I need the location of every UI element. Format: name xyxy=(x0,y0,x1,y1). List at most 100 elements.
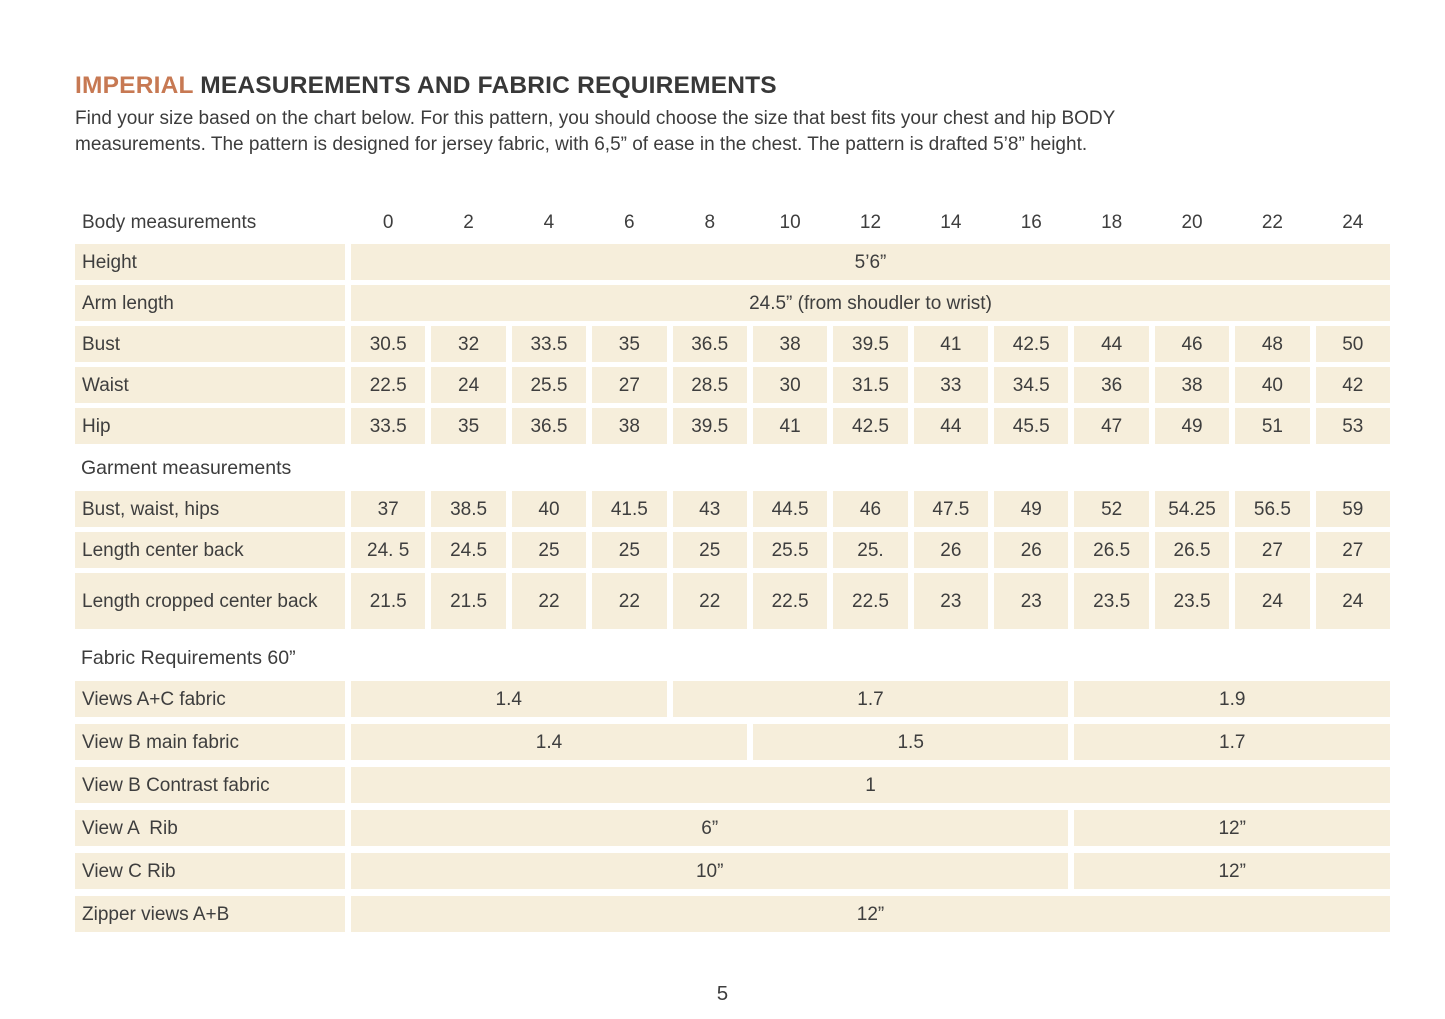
merged-value-cell: 1.5 xyxy=(752,724,1069,760)
size-column-header: 18 xyxy=(1101,211,1123,233)
row-label: Waist xyxy=(75,367,345,403)
table-row: Length cropped center back 21.5 21.5 22 22 22… xyxy=(75,573,1390,629)
value-cell: 30 xyxy=(752,367,828,403)
merged-value-cell: 1.4 xyxy=(351,681,667,717)
value-cell: 40 xyxy=(511,491,587,527)
merged-value-cell: 6” xyxy=(351,810,1069,846)
size-column-header: 20 xyxy=(1181,211,1203,233)
body-measurement-rows: Height 5’6” Arm length 24.5” (from shoudler… xyxy=(75,244,1390,444)
value-cell: 41.5 xyxy=(592,491,667,527)
fabric-section-label: Fabric Requirements 60” xyxy=(81,647,296,669)
page-title: IMPERIAL MEASUREMENTS AND FABRIC REQUIRE… xyxy=(75,72,1390,100)
row-label: View B Contrast fabric xyxy=(75,767,345,803)
value-cell: 54.25 xyxy=(1154,491,1230,527)
table-row: View A Rib 6” 12” xyxy=(75,810,1390,846)
value-cell: 53 xyxy=(1315,408,1390,444)
value-cell: 25.5 xyxy=(752,532,828,568)
garment-section-label: Garment measurements xyxy=(81,457,292,479)
value-cell: 24.5 xyxy=(431,532,506,568)
value-cell: 31.5 xyxy=(833,367,908,403)
size-header-row: Body measurements 0 2 4 6 8 10 12 14 16 18 20 22 24 xyxy=(75,207,1390,237)
value-cell: 50 xyxy=(1315,326,1390,362)
merged-value-cell: 1 xyxy=(351,767,1390,803)
table-row: View B Contrast fabric 1 xyxy=(75,767,1390,803)
value-cell: 26 xyxy=(913,532,989,568)
value-cell: 46 xyxy=(1154,326,1230,362)
value-cell: 36 xyxy=(1074,367,1149,403)
intro-line-2: measurements. The pattern is designed fo… xyxy=(75,134,1088,155)
value-cell: 46 xyxy=(833,491,908,527)
intro-paragraph: Find your size based on the chart below.… xyxy=(75,106,1390,158)
value-cell: 35 xyxy=(592,326,667,362)
garment-measurement-rows: Bust, waist, hips 37 38.5 40 41.5 43 44.5 46 47.… xyxy=(75,491,1390,629)
title-rest: MEASUREMENTS AND FABRIC REQUIREMENTS xyxy=(193,72,777,99)
value-cell: 43 xyxy=(672,491,747,527)
value-cell: 38 xyxy=(752,326,828,362)
row-label: Bust xyxy=(75,326,345,362)
value-cell: 21.5 xyxy=(431,573,506,629)
row-label: Bust, waist, hips xyxy=(75,491,345,527)
value-cell: 25 xyxy=(592,532,667,568)
value-cell: 42.5 xyxy=(994,326,1069,362)
value-cell: 44 xyxy=(913,408,989,444)
value-cell: 36.5 xyxy=(511,408,587,444)
merged-value-cell: 12” xyxy=(351,896,1390,932)
value-cell: 22.5 xyxy=(833,573,908,629)
size-column-header: 2 xyxy=(463,211,474,233)
value-cell: 21.5 xyxy=(351,573,426,629)
value-cell: 42.5 xyxy=(833,408,908,444)
table-row: Views A+C fabric 1.4 1.7 1.9 xyxy=(75,681,1390,717)
value-cell: 25 xyxy=(511,532,587,568)
value-cell: 26.5 xyxy=(1074,532,1149,568)
row-label: Height xyxy=(75,244,345,280)
value-cell: 49 xyxy=(994,491,1069,527)
value-cell: 34.5 xyxy=(994,367,1069,403)
table-row: Bust 30.5 32 33.5 35 36.5 38 39.5 41 42.5 44 46 48 50 xyxy=(75,326,1390,362)
row-label: Length center back xyxy=(75,532,345,568)
value-cell: 48 xyxy=(1235,326,1310,362)
table-header-row: Body measurements 0 2 4 6 8 10 12 14 16 18 20 22 24 xyxy=(75,207,1390,237)
table-row: Hip 33.5 35 36.5 38 39.5 41 42.5 44 45.5 47 49 51 53 xyxy=(75,408,1390,444)
value-cell: 47 xyxy=(1074,408,1149,444)
value-cell: 37 xyxy=(351,491,426,527)
value-cell: 56.5 xyxy=(1235,491,1310,527)
header-label: Body measurements xyxy=(82,211,257,233)
value-cell: 26 xyxy=(994,532,1069,568)
value-cell: 24 xyxy=(1235,573,1310,629)
measurement-table: Body measurements 0 2 4 6 8 10 12 14 16 18 20 22 24 H… xyxy=(75,207,1390,932)
merged-value-cell: 1.9 xyxy=(1074,681,1390,717)
merged-value-cell: 1.7 xyxy=(672,681,1069,717)
title-highlight: IMPERIAL xyxy=(75,72,194,99)
table-row: Waist 22.5 24 25.5 27 28.5 30 31.5 33 34.5 36 38 40 4… xyxy=(75,367,1390,403)
merged-value-cell: 5’6” xyxy=(351,244,1390,280)
table-row: View B main fabric 1.4 1.5 1.7 xyxy=(75,724,1390,760)
value-cell: 40 xyxy=(1235,367,1310,403)
size-column-header: 22 xyxy=(1261,211,1283,233)
merged-value-cell: 24.5” (from shoudler to wrist) xyxy=(351,285,1390,321)
merged-value-cell: 1.4 xyxy=(351,724,747,760)
value-cell: 33.5 xyxy=(351,408,426,444)
value-cell: 22 xyxy=(592,573,667,629)
merged-value-cell: 12” xyxy=(1074,810,1390,846)
value-cell: 41 xyxy=(913,326,989,362)
fabric-requirement-rows: Views A+C fabric 1.4 1.7 1.9 View B main fab… xyxy=(75,681,1390,932)
size-column-header: 10 xyxy=(779,211,801,233)
size-column-header: 16 xyxy=(1020,211,1042,233)
row-label: View A Rib xyxy=(75,810,345,846)
value-cell: 25. xyxy=(833,532,908,568)
row-label: View C Rib xyxy=(75,853,345,889)
row-label: View B main fabric xyxy=(75,724,345,760)
value-cell: 35 xyxy=(431,408,506,444)
merged-value-cell: 10” xyxy=(351,853,1069,889)
value-cell: 39.5 xyxy=(672,408,747,444)
value-cell: 23 xyxy=(913,573,989,629)
intro-line-1: Find your size based on the chart below.… xyxy=(75,108,1116,129)
value-cell: 51 xyxy=(1235,408,1310,444)
value-cell: 33 xyxy=(913,367,989,403)
page-content: IMPERIAL MEASUREMENTS AND FABRIC REQUIRE… xyxy=(75,72,1390,932)
size-column-header: 14 xyxy=(940,211,962,233)
page-number: 5 xyxy=(716,982,729,1005)
value-cell: 23.5 xyxy=(1154,573,1230,629)
value-cell: 33.5 xyxy=(511,326,587,362)
